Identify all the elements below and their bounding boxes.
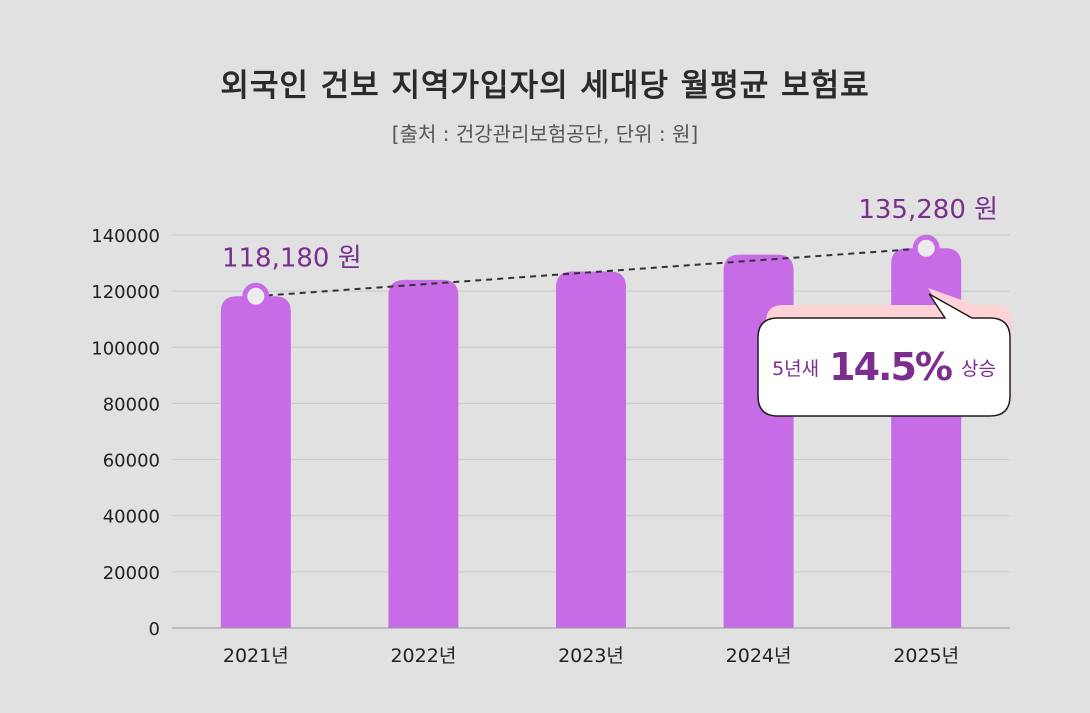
callout-value: 14.5% (829, 345, 953, 389)
x-tick-label: 2022년 (390, 645, 456, 667)
x-tick-label: 2025년 (893, 645, 959, 667)
bar (388, 279, 459, 628)
x-tick-label: 2024년 (726, 645, 792, 667)
y-tick-label: 60000 (103, 451, 160, 472)
trend-line (255, 247, 927, 298)
callout-tail: 상승 (960, 357, 996, 380)
data-label: 135,280 원 (858, 195, 998, 225)
data-label: 118,180 원 (222, 243, 362, 273)
chart-title: 외국인 건보 지역가입자의 세대당 월평균 보험료 (220, 68, 870, 104)
y-tick-label: 20000 (103, 563, 160, 584)
data-point-marker (242, 282, 270, 310)
y-tick-label: 0 (149, 619, 160, 640)
callout-bubble (757, 293, 1011, 417)
x-tick-label: 2023년 (558, 645, 624, 667)
chart-subtitle: [출처 : 건강관리보험공단, 단위 : 원] (391, 122, 699, 146)
y-tick-label: 80000 (103, 394, 160, 415)
y-tick-label: 100000 (91, 338, 160, 359)
y-tick-label: 120000 (91, 282, 160, 303)
y-tick-label: 140000 (91, 226, 160, 247)
x-tick-label: 2021년 (223, 645, 289, 667)
bar (556, 271, 626, 628)
increase-callout: 5년새 14.5% 상승 (758, 317, 1010, 417)
y-tick-label: 40000 (103, 507, 160, 528)
data-point-marker (912, 234, 940, 262)
bar (220, 296, 291, 628)
callout-lead: 5년새 (772, 357, 820, 380)
